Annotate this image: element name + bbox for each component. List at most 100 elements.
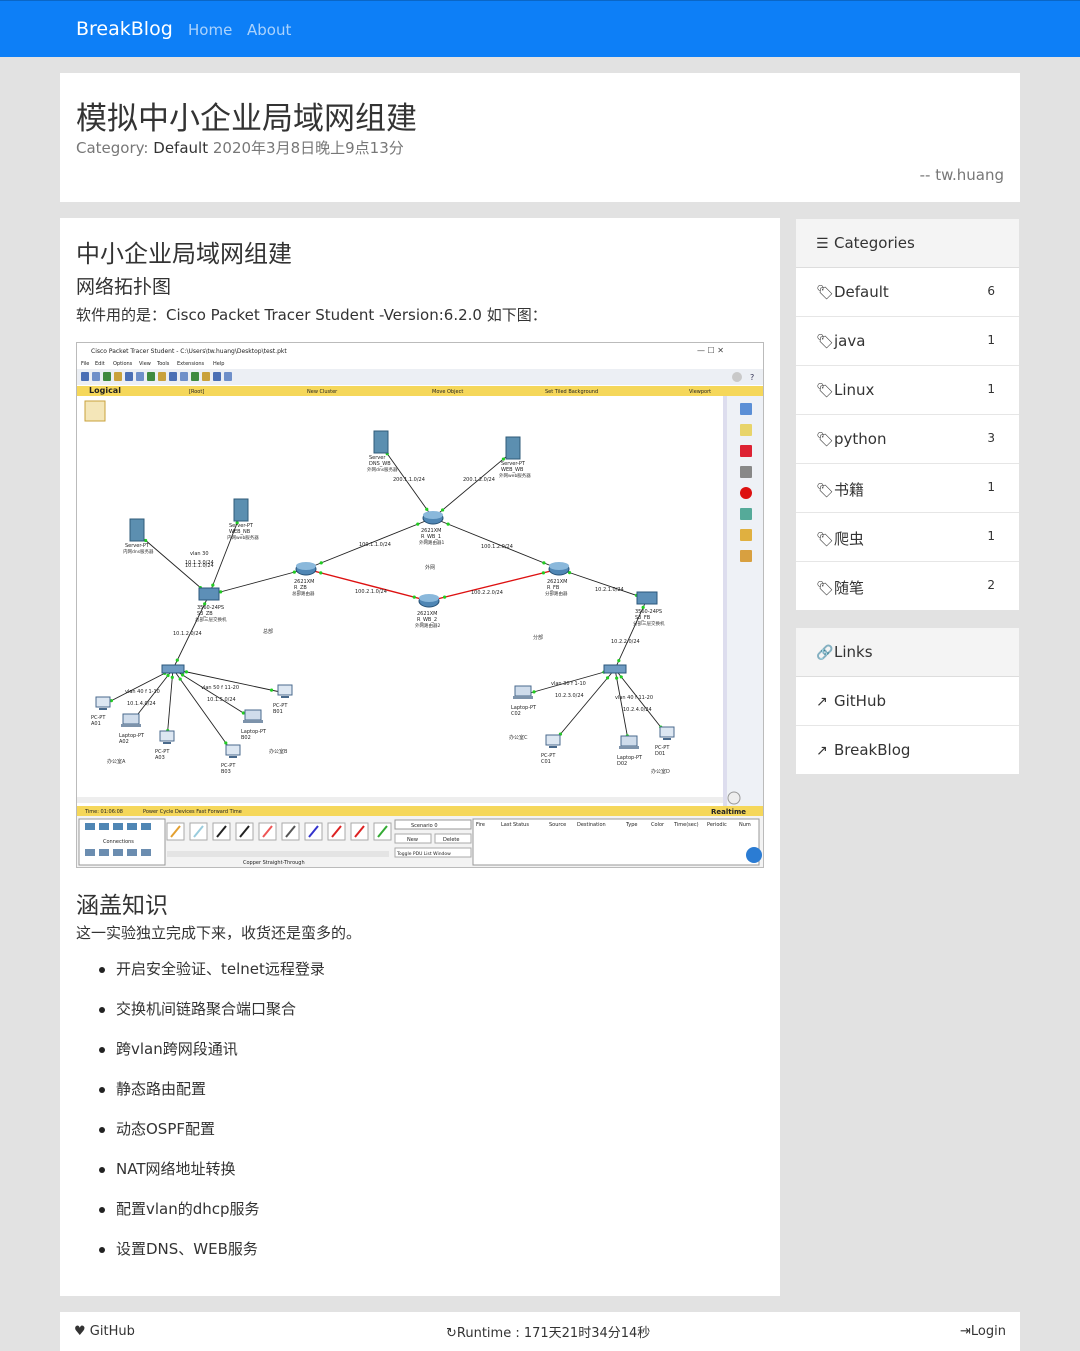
pt-link-light bbox=[203, 602, 207, 606]
pt-link bbox=[208, 568, 307, 596]
post-header: 模拟中小企业局域网组建 Category: Default 2020年3月8日晚… bbox=[60, 73, 1020, 202]
category-link[interactable]: Default bbox=[153, 139, 209, 157]
pt-node-sublabel: 外网路由器2 bbox=[415, 622, 440, 629]
pt-router-top bbox=[549, 562, 569, 570]
pt-menu-item: Options bbox=[113, 361, 133, 367]
pt-network-label: 10.1.2.0/24 bbox=[173, 631, 202, 637]
pt-node-label: Laptop-PT bbox=[119, 733, 145, 739]
pt-cable-label: Copper Straight-Through bbox=[243, 860, 305, 866]
pt-network-label: 100.2.1.0/24 bbox=[355, 589, 387, 595]
pt-area-label: 办公室C bbox=[509, 734, 528, 741]
category-count: 1 bbox=[987, 529, 995, 543]
pt-tool-icon bbox=[92, 372, 100, 381]
pt-router-top bbox=[423, 511, 443, 519]
pt-node-label: 2621XM bbox=[417, 611, 437, 617]
footer-github-link[interactable]: ♥ GitHub bbox=[74, 1324, 135, 1339]
category-item-python[interactable]: 🏷python 3 bbox=[796, 415, 1019, 464]
pt-topbar-item: New Cluster bbox=[307, 389, 338, 395]
category-item-books[interactable]: 🏷书籍 1 bbox=[796, 464, 1019, 513]
category-item-java[interactable]: 🏷java 1 bbox=[796, 317, 1019, 366]
pt-side-tool bbox=[740, 403, 752, 415]
pt-network-label: 10.2.2.0/24 bbox=[611, 639, 640, 645]
pt-pdu-table bbox=[472, 818, 760, 866]
pt-tool-icon bbox=[136, 372, 144, 381]
pt-node-sublabel: 外网dns服务器 bbox=[367, 466, 398, 473]
link-item-breakblog[interactable]: ↗ BreakBlog bbox=[816, 741, 911, 759]
pt-link bbox=[432, 450, 514, 519]
pt-link bbox=[208, 512, 242, 596]
pt-link bbox=[552, 668, 616, 744]
pt-link-light bbox=[235, 521, 239, 525]
category-item-essay[interactable]: 🏷随笔 2 bbox=[816, 578, 995, 597]
pt-tool-icon bbox=[103, 372, 111, 381]
pt-node-sublabel: 总部三层交换机 bbox=[195, 616, 227, 623]
pt-link bbox=[428, 568, 560, 602]
pt-topbar-item: Set Tiled Background bbox=[545, 389, 598, 395]
pt-pc-icon bbox=[225, 744, 241, 756]
runtime-text: ↻Runtime : 171天21时34分14秒 bbox=[446, 1326, 651, 1341]
category-item-default[interactable]: 🏷Default 6 bbox=[796, 268, 1019, 317]
pt-scenario-select bbox=[394, 819, 472, 830]
pt-pdu-column: Source bbox=[549, 822, 566, 828]
pt-network-label: 200.1.1.0/24 bbox=[393, 477, 425, 483]
pt-node-label: PC-PT bbox=[91, 715, 106, 721]
pt-tool-icon bbox=[191, 372, 199, 381]
pt-network-label: 10.2.4.0/24 bbox=[623, 707, 652, 713]
pt-area-label: 办公室D bbox=[651, 768, 670, 775]
pt-side-tool bbox=[740, 424, 752, 436]
pt-router-top bbox=[419, 594, 439, 602]
pt-link-light bbox=[166, 673, 170, 678]
category-item-linux[interactable]: 🏷Linux 1 bbox=[796, 366, 1019, 415]
brand-link[interactable]: BreakBlog bbox=[76, 18, 173, 40]
nav-about-link[interactable]: About bbox=[247, 21, 292, 39]
categories-header: ☰ Categories bbox=[796, 219, 1019, 268]
topology-heading: 网络拓扑图 bbox=[76, 276, 172, 298]
category-count: 2 bbox=[987, 578, 995, 592]
pt-cluster-icon bbox=[84, 400, 106, 422]
list-item: 跨vlan跨网段通讯 bbox=[96, 1038, 696, 1078]
category-count: 1 bbox=[987, 480, 995, 494]
pt-link-light bbox=[441, 508, 445, 512]
pt-tool-icon bbox=[81, 372, 89, 381]
pt-server-icon bbox=[233, 498, 249, 522]
pt-link-light bbox=[641, 605, 645, 609]
pt-network-label: vlan 50 f 11-20 bbox=[201, 685, 239, 691]
pt-link bbox=[614, 668, 630, 746]
pt-device-icon bbox=[85, 823, 95, 830]
pt-link-light bbox=[416, 522, 420, 526]
pt-device-icon bbox=[113, 849, 123, 856]
pt-info-icon bbox=[732, 372, 742, 382]
knowledge-intro: 这一实验独立完成下来，收货还是蛮多的。 bbox=[76, 924, 362, 942]
content-heading: 中小企业局域网组建 bbox=[76, 240, 292, 268]
post-title: 模拟中小企业局域网组建 bbox=[76, 101, 417, 137]
pt-window-controls: — ☐ ✕ bbox=[697, 346, 724, 355]
pt-router-top bbox=[296, 562, 316, 570]
pt-link bbox=[136, 532, 210, 596]
pt-tool-icon bbox=[202, 372, 210, 381]
pt-node-label: D02 bbox=[617, 761, 627, 767]
pt-scrollbar bbox=[723, 396, 727, 806]
pt-network-label: 10.1.3.0/24 bbox=[185, 560, 214, 566]
pt-node-label: WEB_WB bbox=[501, 467, 524, 473]
link-item-github[interactable]: ↗ GitHub bbox=[796, 677, 1019, 726]
pt-link-light bbox=[425, 507, 429, 511]
nav-home-link[interactable]: Home bbox=[188, 21, 233, 39]
list-item: 设置DNS、WEB服务 bbox=[96, 1238, 696, 1278]
pt-tool-icon bbox=[224, 372, 232, 381]
category-count: 3 bbox=[987, 431, 995, 445]
pt-cable-icon bbox=[331, 825, 342, 838]
pt-link bbox=[305, 517, 434, 570]
external-link-icon: ↗ bbox=[816, 743, 828, 759]
login-link[interactable]: ⇥Login bbox=[960, 1324, 1006, 1339]
pt-topbar-item: Move Object bbox=[432, 389, 463, 395]
pt-link-light bbox=[605, 676, 610, 680]
pt-node-label: A01 bbox=[91, 721, 101, 727]
category-item-crawler[interactable]: 🏷爬虫 1 bbox=[796, 513, 1019, 562]
category-count: 1 bbox=[987, 382, 995, 396]
list-item: 配置vlan的dhcp服务 bbox=[96, 1198, 696, 1238]
pt-link-light bbox=[219, 590, 223, 594]
pt-switch-icon bbox=[198, 587, 220, 601]
pt-tool-icon bbox=[180, 372, 188, 381]
tags-icon: 🏷 bbox=[816, 432, 834, 448]
pt-side-tool bbox=[740, 466, 752, 478]
